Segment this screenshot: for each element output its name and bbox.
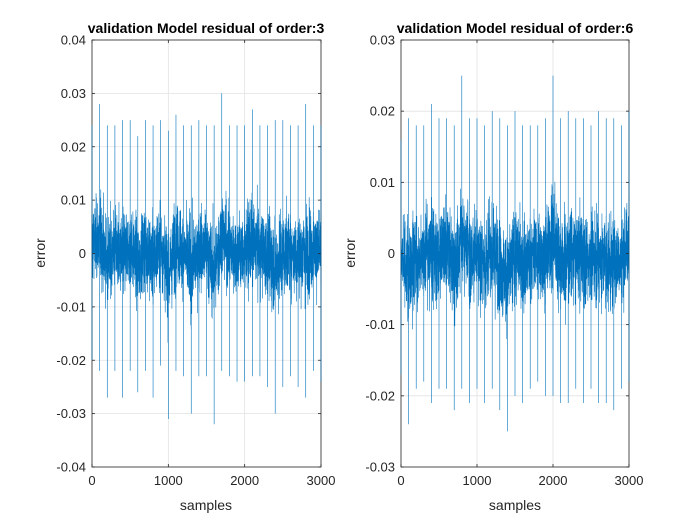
y-tick-label: -0.02 [365, 388, 395, 403]
chart-title: validation Model residual of order:3 [88, 20, 325, 36]
y-tick-label: -0.04 [56, 460, 86, 475]
y-tick-label: -0.03 [365, 460, 395, 475]
x-tick-label: 3000 [615, 473, 644, 488]
chart-title: validation Model residual of order:6 [397, 20, 634, 36]
x-tick-label: 2000 [230, 473, 259, 488]
x-axis-label: samples [489, 497, 541, 513]
x-tick-label: 0 [88, 473, 95, 488]
y-tick-label: -0.01 [365, 317, 395, 332]
x-tick-label: 3000 [307, 473, 336, 488]
x-tick-label: 1000 [154, 473, 183, 488]
x-axis-label: samples [180, 497, 232, 513]
y-tick-label: 0 [79, 246, 86, 261]
y-tick-label: 0.01 [370, 175, 395, 190]
y-tick-label: -0.02 [56, 353, 86, 368]
x-tick-label: 0 [397, 473, 404, 488]
y-tick-label: 0.03 [370, 33, 395, 48]
subplot-order-3: 0 1000 2000 3000 0.04 0.03 0.02 0.01 0 -0.01 -0.02… [32, 20, 335, 513]
tick-marks [91, 39, 322, 468]
y-tick-label: 0.04 [61, 33, 86, 48]
tick-labels: 0 1000 2000 3000 0.04 0.03 0.02 0.01 0 -0.01 -0.02… [56, 33, 335, 489]
subplot-order-6: 0 1000 2000 3000 0.03 0.02 0.01 0 -0.01 -0.02 -0.0… [342, 20, 643, 513]
y-tick-label: 0.03 [61, 86, 86, 101]
x-tick-label: 1000 [463, 473, 492, 488]
y-tick-label: 0.02 [61, 139, 86, 154]
y-tick-label: 0 [388, 246, 395, 261]
y-axis-label: error [342, 238, 358, 268]
tick-marks [400, 39, 630, 468]
y-axis-label: error [32, 238, 48, 268]
y-tick-label: -0.01 [56, 299, 86, 314]
tick-labels: 0 1000 2000 3000 0.03 0.02 0.01 0 -0.01 -0.02 -0.0… [365, 33, 643, 489]
y-tick-label: 0.02 [370, 104, 395, 119]
y-tick-label: 0.01 [61, 193, 86, 208]
y-tick-label: -0.03 [56, 406, 86, 421]
x-tick-label: 2000 [539, 473, 568, 488]
